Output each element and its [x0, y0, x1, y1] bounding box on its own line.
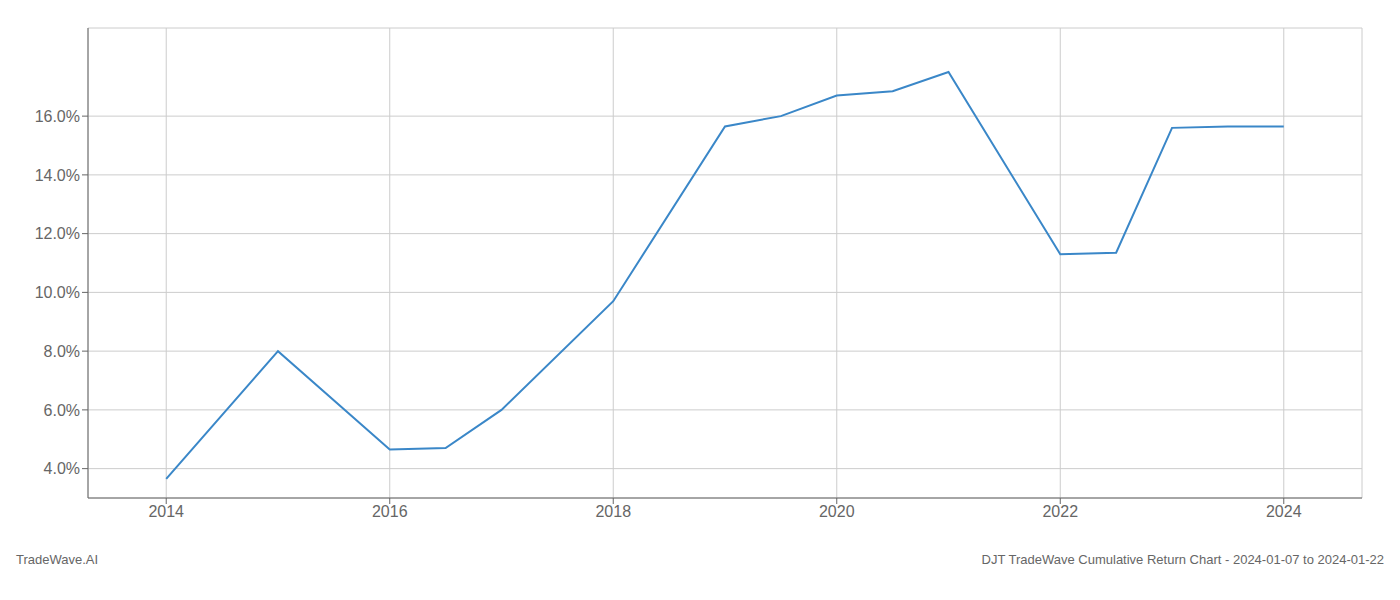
svg-text:10.0%: 10.0%	[35, 284, 80, 301]
svg-text:8.0%: 8.0%	[44, 343, 80, 360]
svg-text:6.0%: 6.0%	[44, 402, 80, 419]
svg-text:14.0%: 14.0%	[35, 167, 80, 184]
svg-text:2020: 2020	[819, 503, 855, 520]
svg-text:12.0%: 12.0%	[35, 225, 80, 242]
svg-text:2018: 2018	[595, 503, 631, 520]
svg-text:2014: 2014	[148, 503, 184, 520]
svg-text:2022: 2022	[1042, 503, 1078, 520]
html-text:TradeWave.AI: TradeWave.AI	[16, 552, 99, 567]
svg-text:2024: 2024	[1266, 503, 1302, 520]
svg-text:4.0%: 4.0%	[44, 460, 80, 477]
svg-text:2016: 2016	[372, 503, 408, 520]
html-text:DJT TradeWave Cumulative Retur: DJT TradeWave Cumulative Return Chart - …	[981, 552, 1384, 567]
svg-text:16.0%: 16.0%	[35, 108, 80, 125]
